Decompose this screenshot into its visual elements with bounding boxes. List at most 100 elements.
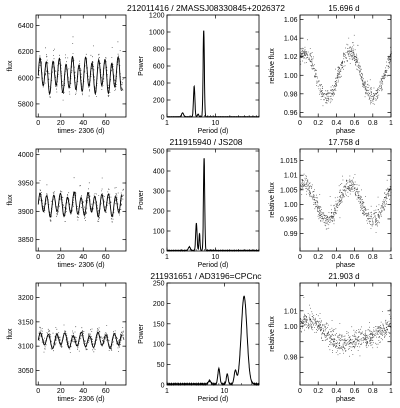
periodogram-line <box>166 158 260 252</box>
y-tick-label: 5800 <box>18 101 34 108</box>
x-tick-label: 60 <box>102 254 110 261</box>
periodogram-line <box>166 30 260 118</box>
phased-points <box>300 297 392 357</box>
y-tick-label: 100 <box>153 229 165 236</box>
data-2-phased <box>300 173 392 233</box>
lightcurve-model <box>37 331 122 349</box>
x-tick-label: 0.2 <box>313 388 323 395</box>
y-tick-label: 800 <box>153 47 165 54</box>
lightcurve-model <box>37 55 122 95</box>
row3-period-label: 21.903 d <box>328 272 359 281</box>
y-tick-label: 1.06 <box>284 17 298 24</box>
lightcurve-model <box>37 191 122 218</box>
y-tick-label: 500 <box>153 149 165 156</box>
data-3-periodogram <box>166 295 260 387</box>
panel-1-periodogram: 1 10 0 200 400 600 800 1000 1200 Period (d) Power <box>138 13 260 135</box>
panel-3-phased: 0 0.2 0.4 0.6 0.8 1 0.98 1.00 1.01 phase relative … <box>269 282 393 403</box>
y-axis-label: relative flux <box>269 316 276 352</box>
panel-1-phased: 0 0.2 0.4 0.6 0.8 1 0.96 0.98 1.00 1.02 1.04 1.06 ph… <box>269 14 393 135</box>
x-tick-label: 10 <box>221 388 229 395</box>
y-tick-label: 0.995 <box>280 216 298 223</box>
y-tick-label: 3150 <box>18 319 34 326</box>
x-tick-label: 0.2 <box>313 254 323 261</box>
x-tick-label: 0.8 <box>368 388 378 395</box>
y-tick-label: 200 <box>153 209 165 216</box>
x-axis-label: Period (d) <box>198 262 229 269</box>
x-tick-label: 0 <box>36 388 40 395</box>
x-axis-label: Period (d) <box>198 128 229 135</box>
plot-frame <box>166 148 260 252</box>
data-1-lightcurve <box>37 36 125 101</box>
data-2-lightcurve <box>37 177 124 223</box>
x-tick-label: 40 <box>79 254 87 261</box>
data-3-lightcurve <box>37 324 125 353</box>
y-tick-label: 1.00 <box>284 324 298 331</box>
row1-period-label: 15.696 d <box>328 4 359 13</box>
x-tick-label: 0 <box>36 254 40 261</box>
y-tick-label: 1.00 <box>284 73 298 80</box>
y-tick-label: 6000 <box>18 75 34 82</box>
phased-points <box>300 34 392 107</box>
y-axis-label: flux <box>7 194 14 205</box>
x-tick-label: 0 <box>36 120 40 127</box>
x-tick-label: 0.8 <box>368 120 378 127</box>
y-tick-label: 3100 <box>18 344 34 351</box>
y-axis-label: Power <box>138 55 145 76</box>
y-axis-label: Power <box>138 323 145 344</box>
y-tick-label: 3200 <box>18 295 34 302</box>
y-tick-label: 1.01 <box>284 173 298 180</box>
data-2-periodogram <box>166 158 260 252</box>
x-tick-label: 0.4 <box>332 254 342 261</box>
y-tick-label: 0.98 <box>284 91 298 98</box>
y-tick-label: 0 <box>161 115 165 122</box>
x-tick-label: 1 <box>389 254 393 261</box>
row3-title: 211931651 / AD3196=CPCnc <box>150 271 262 281</box>
plot-frame <box>299 282 392 386</box>
y-tick-label: 1000 <box>149 30 165 37</box>
x-tick-label: 0 <box>298 254 302 261</box>
y-tick-label: 6200 <box>18 49 34 56</box>
y-tick-label: 4000 <box>18 152 34 159</box>
y-tick-label: 0 <box>161 383 165 390</box>
data-3-phased <box>300 297 392 357</box>
row1-title: 212011416 / 2MASSJ08330845+2026372 <box>127 3 285 13</box>
x-tick-label: 0.8 <box>368 254 378 261</box>
y-tick-label: 200 <box>153 301 165 308</box>
y-tick-label: 50 <box>157 362 165 369</box>
x-tick-label: 40 <box>79 120 87 127</box>
plot-frame <box>299 14 392 118</box>
x-axis-label: phase <box>336 396 355 403</box>
y-tick-label: 1.02 <box>284 54 298 61</box>
panel-2-phased: 0 0.2 0.4 0.6 0.8 1 0.99 0.995 1.00 1.005 1.01 1.01… <box>269 148 393 269</box>
y-tick-label: 1.005 <box>280 187 298 194</box>
y-axis-label: relative flux <box>269 48 276 84</box>
y-tick-label: 1.015 <box>280 158 298 165</box>
y-tick-label: 1.01 <box>284 308 298 315</box>
x-tick-label: 1 <box>165 120 169 127</box>
plot-frame <box>35 282 127 386</box>
x-tick-label: 60 <box>102 120 110 127</box>
y-tick-label: 250 <box>153 281 165 288</box>
y-tick-label: 1.00 <box>284 202 298 209</box>
y-tick-label: 1200 <box>149 13 165 20</box>
x-axis-label: Period (d) <box>198 396 229 403</box>
x-tick-label: 10 <box>211 254 219 261</box>
x-axis-label: phase <box>336 128 355 135</box>
row2-title: 211915940 / JS208 <box>169 137 242 147</box>
panel-3-lightcurve: 0 20 40 60 3050 3100 3150 3200 times- 2306 (d) fl… <box>7 282 127 403</box>
phased-points <box>300 173 392 233</box>
x-tick-label: 1 <box>389 388 393 395</box>
plot-frame <box>166 282 260 386</box>
x-tick-label: 20 <box>57 254 65 261</box>
x-tick-label: 0.4 <box>332 388 342 395</box>
y-tick-label: 150 <box>153 321 165 328</box>
y-tick-label: 0.99 <box>284 231 298 238</box>
y-tick-label: 400 <box>153 169 165 176</box>
y-tick-label: 600 <box>153 64 165 71</box>
y-tick-label: 3850 <box>18 237 34 244</box>
y-tick-label: 3050 <box>18 368 34 375</box>
data-1-periodogram <box>166 30 260 118</box>
x-tick-label: 40 <box>79 388 87 395</box>
y-tick-label: 1.04 <box>284 36 298 43</box>
x-tick-label: 60 <box>102 388 110 395</box>
